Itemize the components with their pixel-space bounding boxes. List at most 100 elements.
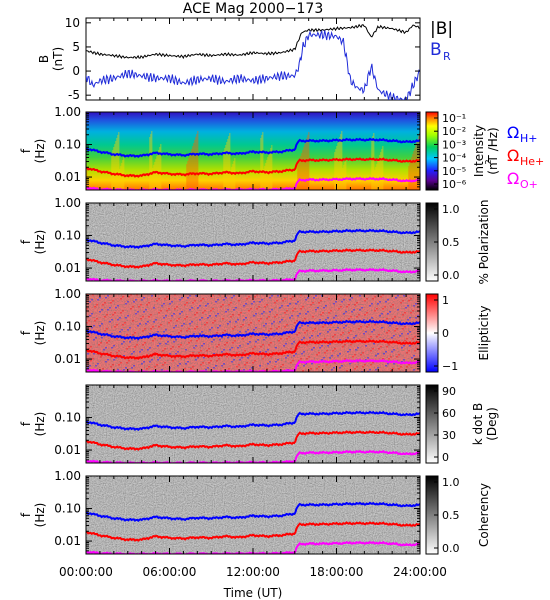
- ellipticity-speck: [391, 337, 393, 339]
- ellipticity-speck: [319, 333, 321, 335]
- spectrogram-streak: [120, 166, 122, 190]
- ellipticity-speck: [202, 312, 204, 314]
- spectrogram-streak: [187, 161, 189, 190]
- colorbar-tick-label: 10⁻³: [442, 138, 466, 151]
- ellipticity-speck: [181, 311, 183, 313]
- ellipticity-speck: [287, 305, 289, 307]
- spectrogram-streak: [337, 143, 339, 190]
- ellipticity-speck: [403, 295, 405, 297]
- ellipticity-speck: [322, 312, 324, 314]
- ellipticity-speck: [122, 296, 124, 298]
- ellipticity-speck: [302, 320, 304, 322]
- ellipticity-speck: [191, 321, 193, 323]
- ellipticity-speck: [362, 366, 364, 368]
- ellipticity-speck: [270, 342, 272, 344]
- ellipticity-speck: [287, 355, 289, 357]
- ellipticity-speck: [248, 296, 250, 298]
- ellipticity-speck: [128, 360, 130, 362]
- ellipticity-speck: [175, 325, 177, 327]
- ellipticity-speck: [160, 338, 162, 340]
- ellipticity-speck: [358, 328, 360, 330]
- ellipticity-speck: [331, 355, 333, 357]
- colorbar-tick-label: 1.0: [442, 476, 460, 489]
- ellipticity-speck: [197, 307, 199, 309]
- ellipticity-speck: [223, 349, 225, 351]
- ellipticity-speck: [245, 331, 247, 333]
- ellipticity-speck: [335, 301, 337, 303]
- spectrogram-streak: [195, 137, 197, 190]
- ellipticity-speck: [201, 317, 203, 319]
- ellipticity-speck: [181, 297, 183, 299]
- ellipticity-speck: [178, 318, 180, 320]
- ellipticity-speck: [178, 346, 180, 348]
- ellipticity-speck: [143, 361, 145, 363]
- ellipticity-speck: [386, 346, 388, 348]
- ellipticity-speck: [375, 355, 377, 357]
- ellipticity-speck: [159, 357, 161, 359]
- ellipticity-speck: [104, 302, 106, 304]
- ellipticity-speck: [205, 369, 207, 371]
- ellipticity-speck: [248, 324, 250, 326]
- spectrogram-streak: [230, 170, 232, 190]
- ellipticity-speck: [292, 296, 294, 298]
- y-tick-label: 0.10: [54, 229, 81, 243]
- spectrogram-streak: [297, 165, 299, 190]
- ellipticity-speck: [148, 316, 150, 318]
- ellipticity-speck: [198, 338, 200, 340]
- ellipticity-speck: [316, 368, 318, 370]
- ellipticity-speck: [186, 302, 188, 304]
- spectrogram-streak: [304, 144, 306, 190]
- ellipticity-speck: [158, 312, 160, 314]
- ellipticity-speck: [240, 326, 242, 328]
- ellipticity-speck: [87, 353, 89, 355]
- ellipticity-speck: [207, 367, 209, 369]
- ellipticity-speck: [192, 352, 194, 354]
- ellipticity-speck: [370, 364, 372, 366]
- ellipticity-speck: [149, 361, 151, 363]
- ellipticity-speck: [111, 347, 113, 349]
- ellipticity-speck: [88, 320, 90, 322]
- ellipticity-speck: [112, 314, 114, 316]
- ellipticity-speck: [388, 358, 390, 360]
- ellipticity-speck: [206, 350, 208, 352]
- ellipticity-speck: [111, 319, 113, 321]
- colorbar: [425, 384, 439, 464]
- ellipticity-speck: [273, 335, 275, 337]
- ellipticity-speck: [161, 305, 163, 307]
- ellipticity-speck: [348, 318, 350, 320]
- ellipticity-speck: [222, 304, 224, 306]
- ellipticity-speck: [201, 345, 203, 347]
- ellipticity-speck: [234, 326, 236, 328]
- y-axis-label-line: (Hz): [33, 503, 47, 528]
- ellipticity-speck: [128, 296, 130, 298]
- ellipticity-speck: [123, 341, 125, 343]
- ellipticity-speck: [207, 303, 209, 305]
- cyclotron-He-line: [86, 157, 420, 178]
- ellipticity-speck: [329, 329, 331, 331]
- ellipticity-speck: [277, 359, 279, 361]
- ellipticity-speck: [308, 356, 310, 358]
- ellipticity-speck: [109, 321, 111, 323]
- y-tick-label: 1.00: [54, 469, 81, 483]
- ellipticity-speck: [127, 329, 129, 331]
- ellipticity-speck: [262, 344, 264, 346]
- ellipticity-speck: [410, 298, 412, 300]
- ellipticity-speck: [406, 338, 408, 340]
- spectrogram-streak: [344, 162, 346, 190]
- ellipticity-speck: [209, 315, 211, 317]
- ellipticity-speck: [142, 316, 144, 318]
- ellipticity-speck: [100, 356, 102, 358]
- ellipticity-speck: [263, 339, 265, 341]
- ellipticity-speck: [154, 338, 156, 340]
- ellipticity-speck: [392, 368, 394, 370]
- ellipticity-speck: [163, 331, 165, 333]
- ellipticity-speck: [102, 304, 104, 306]
- ellipticity-speck: [373, 329, 375, 331]
- ellipticity-speck: [144, 328, 146, 330]
- spectrogram-streak: [263, 169, 265, 190]
- ellipticity-speck: [353, 323, 355, 325]
- cyclotron-He-line: [86, 248, 420, 269]
- ellipticity-speck: [167, 341, 169, 343]
- ellipticity-speck: [120, 298, 122, 300]
- ellipticity-speck: [101, 309, 103, 311]
